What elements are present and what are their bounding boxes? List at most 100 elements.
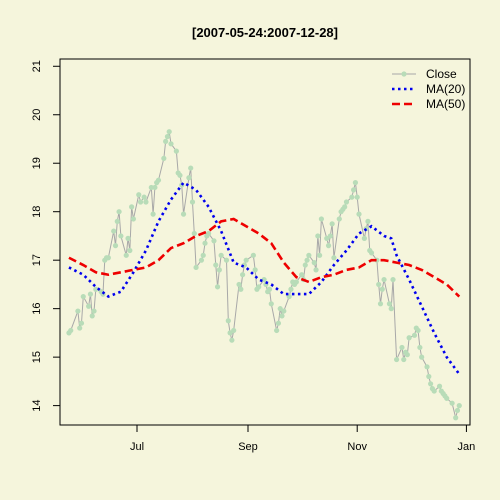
- series-close-point: [266, 286, 273, 292]
- series-close-point: [164, 133, 171, 140]
- series-close-point: [152, 184, 158, 191]
- series-close-point: [261, 276, 267, 283]
- series-close-point: [379, 286, 385, 292]
- series-close-point: [313, 267, 319, 273]
- plot-frame: [59, 58, 471, 426]
- series-close-point: [168, 141, 174, 147]
- series-close-point: [161, 155, 167, 161]
- series-close-point: [325, 243, 332, 249]
- series-close-point: [327, 233, 333, 239]
- series-close-point: [342, 204, 348, 210]
- series-close-point: [252, 267, 258, 273]
- series-close-point: [136, 192, 142, 198]
- chart-title: [2007-05-24:2007-12-28]: [192, 25, 338, 40]
- y-tick-label: 15: [31, 351, 43, 363]
- series-close-point: [352, 180, 359, 186]
- series-close-point: [436, 383, 443, 389]
- series-close-point: [127, 247, 133, 254]
- series-close-point: [368, 250, 375, 256]
- series-close-point: [78, 320, 85, 326]
- series-close-point: [404, 352, 410, 358]
- series-close-point: [293, 279, 299, 285]
- y-tick-label: 19: [31, 157, 43, 169]
- series-close-point: [155, 177, 162, 183]
- series-close-point: [223, 257, 230, 263]
- x-tick-label: Jul: [130, 441, 144, 453]
- y-axis: 14 15 16 17 18 19 20 21: [31, 60, 60, 412]
- series-close-point: [141, 194, 147, 200]
- series-ma-20-line: [68, 180, 461, 375]
- series-close-point: [105, 255, 111, 261]
- series-close-point: [354, 194, 360, 200]
- series-close-point: [80, 293, 86, 300]
- legend-ma-50-label: MA(50): [426, 97, 465, 111]
- series-close-point: [311, 260, 317, 266]
- series-close-point: [143, 199, 149, 205]
- series-ma-50-line: [68, 217, 461, 298]
- series-close-point: [177, 172, 183, 178]
- y-tick-label: 20: [31, 109, 43, 121]
- series-close-point: [236, 281, 242, 288]
- series-close-point: [417, 344, 423, 351]
- series-close-point: [411, 332, 418, 338]
- series-close-point: [206, 230, 212, 237]
- series-close-point: [89, 313, 95, 319]
- series-close-point: [93, 286, 99, 292]
- series-close-point: [225, 318, 231, 324]
- series-close-point: [148, 184, 154, 191]
- series-layer: [66, 129, 462, 421]
- series-close-point: [317, 252, 323, 258]
- series-close-point: [68, 327, 74, 334]
- series-close-point: [243, 257, 249, 263]
- series-close-point: [386, 301, 393, 307]
- series-close-point: [426, 373, 432, 380]
- legend-ma-20-label: MA(20): [426, 82, 465, 96]
- series-close-point: [306, 252, 312, 258]
- series-close-point: [279, 313, 285, 319]
- series-close-point: [188, 165, 194, 171]
- series-close-point: [91, 308, 97, 314]
- series-close-point: [454, 407, 461, 414]
- series-close-point: [250, 252, 256, 258]
- series-close-point: [351, 187, 357, 193]
- series-close-point: [424, 364, 430, 370]
- series-close-point: [240, 272, 246, 278]
- series-close-point: [231, 327, 237, 334]
- series-close-point: [304, 257, 310, 263]
- series-close-point: [381, 276, 387, 283]
- series-close-point: [343, 199, 350, 205]
- series-close-point: [399, 344, 405, 351]
- series-close-point: [166, 129, 172, 135]
- series-close-point: [163, 138, 169, 145]
- series-close-point: [75, 308, 81, 314]
- series-close-point: [112, 243, 119, 249]
- series-close-point: [87, 291, 94, 297]
- y-tick-label: 17: [31, 254, 43, 266]
- series-close-point: [238, 286, 244, 292]
- series-close-point: [281, 308, 287, 314]
- series-close-point: [401, 356, 407, 363]
- series-close-point: [449, 400, 455, 406]
- series-close-point: [114, 218, 120, 224]
- series-close-point: [186, 175, 192, 181]
- series-close-point: [129, 204, 135, 210]
- y-tick-label: 14: [31, 399, 43, 411]
- series-close-point: [453, 415, 459, 421]
- series-close-point: [193, 264, 199, 271]
- series-close-point: [189, 199, 196, 205]
- series-close-point: [191, 230, 197, 237]
- series-close-point: [329, 221, 335, 227]
- series-close-point: [365, 218, 371, 224]
- series-close-points: [66, 129, 462, 421]
- legend-close-point-swatch: [401, 71, 407, 77]
- series-close-point: [318, 216, 324, 222]
- series-close-point: [299, 272, 305, 278]
- series-close-point: [229, 337, 235, 343]
- series-close-point: [77, 325, 83, 331]
- series-close-point: [268, 301, 274, 307]
- series-close-point: [444, 395, 450, 401]
- series-close-point: [256, 284, 262, 290]
- y-tick-label: 21: [31, 60, 43, 72]
